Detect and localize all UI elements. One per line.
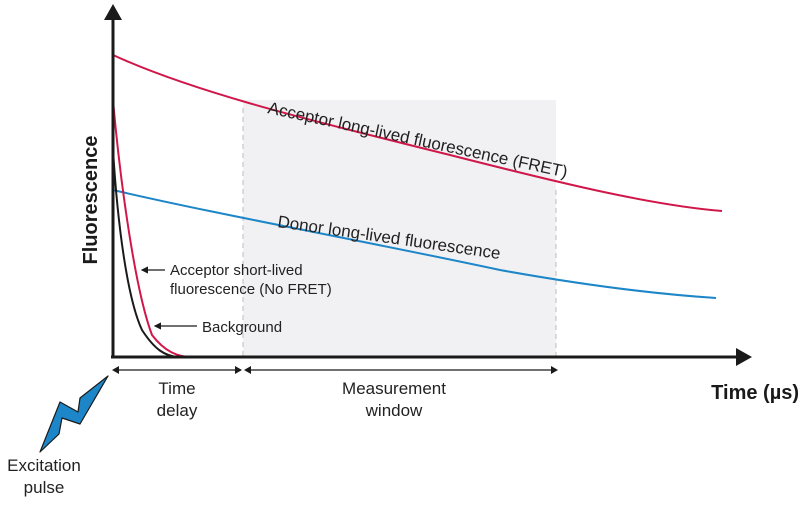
measurement-window-label-line1: Measurement xyxy=(342,379,446,398)
time-delay-arrowhead-left xyxy=(112,366,119,374)
background-curve xyxy=(112,149,179,358)
y-axis-arrowhead xyxy=(104,4,122,20)
acceptor-short-lived-curve xyxy=(112,99,193,358)
acceptor-short-lived-label-line2: fluorescence (No FRET) xyxy=(170,281,332,298)
time-delay-arrowhead-right xyxy=(235,366,242,374)
time-delay-label-line1: Time xyxy=(158,379,195,398)
donor-long-lived-curve xyxy=(112,189,717,299)
acceptor-long-lived-curve xyxy=(112,54,723,212)
x-axis-arrowhead xyxy=(736,348,752,366)
background-label: Background xyxy=(202,319,282,336)
y-axis-title: Fluorescence xyxy=(80,136,102,265)
excitation-pulse-label-line1: Excitation xyxy=(7,456,81,475)
time-delay-label-line2: delay xyxy=(157,401,198,420)
measurement-window-arrowhead-right xyxy=(551,366,558,374)
x-axis-title: Time (µs) xyxy=(711,382,799,404)
excitation-pulse-label-line2: pulse xyxy=(24,478,65,497)
measurement-window-label-line2: window xyxy=(365,401,423,420)
acceptor-short-lived-label-line1: Acceptor short-lived xyxy=(170,262,303,279)
lightning-bolt-icon xyxy=(39,375,109,453)
measurement-window-arrowhead-left xyxy=(244,366,251,374)
